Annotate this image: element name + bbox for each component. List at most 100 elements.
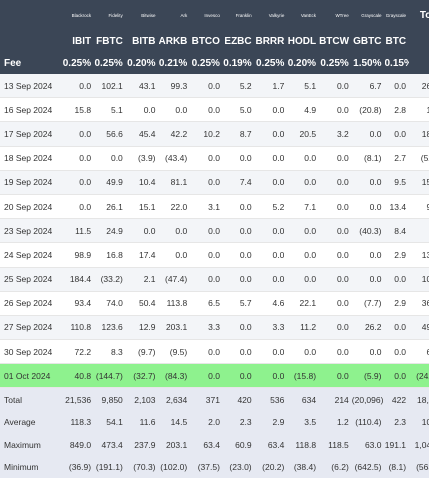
stat-value: 63.4 — [190, 433, 223, 456]
flow-value: 17.4 — [125, 242, 159, 268]
flow-value: 113.8 — [158, 291, 191, 316]
flow-value: 0.0 — [158, 218, 191, 244]
flow-value: 12.9 — [125, 315, 159, 341]
flow-value: 0.0 — [351, 242, 385, 268]
stat-value: 14.5 — [158, 410, 191, 434]
issuer-header: Ark — [158, 0, 191, 31]
flow-value: 0.0 — [319, 315, 352, 341]
stat-value: 2.0 — [190, 410, 223, 434]
flow-value: 7.4 — [222, 170, 255, 195]
flow-value: 3.2 — [319, 121, 352, 147]
row-date: 26 Sep 2024 — [0, 291, 62, 316]
issuer-header: Bitwise — [125, 0, 159, 31]
flow-value: 0.0 — [384, 121, 410, 147]
flow-value: 99.3 — [158, 74, 191, 99]
stat-row: Average 118.3 54.1 11.6 14.5 2.0 2.3 2.9 3.5 1.2(… — [0, 410, 429, 434]
fee-cell: 0.25% — [319, 52, 352, 74]
flow-value: 2.1 — [125, 267, 159, 292]
flow-value: 4.5 — [409, 218, 429, 244]
flow-value: 0.0 — [351, 170, 385, 195]
flow-value: 72.2 — [61, 339, 95, 365]
stat-value: 1.2 — [319, 410, 352, 434]
stat-row: Minimum (36.9) (191.1) (70.3) (102.0) (37.5)(… — [0, 455, 429, 478]
flow-value: 5.1 — [287, 74, 320, 99]
stat-label: Average — [0, 410, 62, 434]
stat-value: 473.4 — [94, 433, 126, 456]
flow-value: 0.0 — [319, 218, 352, 244]
stat-value: 2,103 — [125, 387, 159, 411]
table-row: 19 Sep 2024 0.0 49.9 10.4 81.1 0.0 7.4 0.0 0.0 0.… — [0, 170, 429, 195]
flow-value: 0.0 — [222, 242, 255, 268]
flow-value: 0.0 — [190, 242, 223, 268]
flow-value: 3.3 — [254, 315, 288, 341]
stat-value: 2.3 — [384, 410, 410, 434]
flow-value: 158.3 — [409, 170, 429, 195]
fee-cell — [409, 52, 429, 74]
flow-value: 0.0 — [222, 315, 255, 341]
flow-value: 0.0 — [287, 146, 320, 171]
stat-value: 3.5 — [287, 410, 320, 434]
flow-value: 110.8 — [61, 315, 95, 341]
stat-value: 2,634 — [158, 387, 191, 411]
flow-value: 93.4 — [61, 291, 95, 316]
header-blank-cell — [0, 0, 62, 31]
table-row: 25 Sep 2024 184.4 (33.2) 2.1 (47.4) 0.0 0.0 0.0… — [0, 267, 429, 292]
flow-value: 5.2 — [222, 74, 255, 99]
flow-value: (20.8) — [351, 97, 385, 123]
flow-value: 0.0 — [254, 146, 288, 171]
stat-value: 1,045.0 — [409, 433, 429, 456]
flow-value: 11.5 — [61, 218, 95, 244]
stat-value: 102.3 — [409, 410, 429, 434]
flow-value: (5.9) — [351, 363, 385, 389]
flow-value: 11.2 — [287, 315, 320, 341]
flow-value: 50.4 — [125, 291, 159, 316]
flow-value: 10.4 — [125, 170, 159, 195]
flow-value: 8.7 — [222, 121, 255, 147]
flow-value: 43.1 — [125, 74, 159, 99]
flow-value: (242.6) — [409, 363, 429, 389]
stat-value: (36.9) — [61, 455, 95, 478]
flow-value: (32.7) — [125, 363, 159, 389]
flow-value: 0.0 — [384, 267, 410, 292]
flow-value: 26.1 — [94, 194, 126, 220]
table-row: 17 Sep 2024 0.0 56.6 45.4 42.2 10.2 8.7 0.0 20.5… — [0, 121, 429, 147]
issuer-header: WTree — [319, 0, 352, 31]
flow-value: 0.0 — [319, 339, 352, 365]
flow-value: 0.0 — [319, 170, 352, 195]
fee-label: Fee — [0, 52, 62, 74]
stat-value: (642.5) — [351, 455, 385, 478]
table-row: 26 Sep 2024 93.4 74.0 50.4 113.8 6.5 5.7 4.6 22.… — [0, 291, 429, 316]
stat-row: Maximum 849.0 473.4 237.9 203.1 63.4 60.9 63.4 1… — [0, 433, 429, 456]
flow-value: 2.8 — [384, 97, 410, 123]
table-row: 18 Sep 2024 0.0 0.0 (3.9) (43.4) 0.0 0.0 0.0 0.0… — [0, 146, 429, 171]
flow-value: 5.7 — [222, 291, 255, 316]
flow-value: 40.8 — [61, 363, 95, 389]
stat-value: (6.2) — [319, 455, 352, 478]
flow-value: (8.1) — [351, 146, 385, 171]
issuer-header: Total — [409, 0, 429, 31]
flow-value: 26.2 — [351, 315, 385, 341]
flow-value: 0.0 — [190, 363, 223, 389]
flow-value: 0.0 — [384, 315, 410, 341]
flow-value: 0.0 — [319, 97, 352, 123]
flow-value: 1.7 — [254, 74, 288, 99]
flow-value: 105.9 — [409, 267, 429, 292]
issuer-header-row: Blackrock Fidelity Bitwise Ark Invesco Frankl… — [0, 0, 429, 31]
stat-value: 118.5 — [319, 433, 352, 456]
fee-cell: 1.50% — [351, 52, 385, 74]
fee-cell: 0.25% — [190, 52, 223, 74]
stat-value: (102.0) — [158, 455, 191, 478]
flow-value: 0.0 — [158, 97, 191, 123]
flow-value: 263.2 — [409, 74, 429, 99]
flow-value: 0.0 — [319, 242, 352, 268]
flow-value: 0.0 — [94, 146, 126, 171]
flow-value: 0.0 — [125, 218, 159, 244]
flow-value: 61.3 — [409, 339, 429, 365]
ticker-header: ARKB — [158, 31, 191, 52]
stat-label: Minimum — [0, 455, 62, 478]
flow-value: 0.0 — [222, 146, 255, 171]
flow-value: 0.0 — [254, 121, 288, 147]
stat-value: 536 — [254, 387, 288, 411]
flow-value: 0.0 — [190, 218, 223, 244]
fee-cell: 0.25% — [61, 52, 95, 74]
